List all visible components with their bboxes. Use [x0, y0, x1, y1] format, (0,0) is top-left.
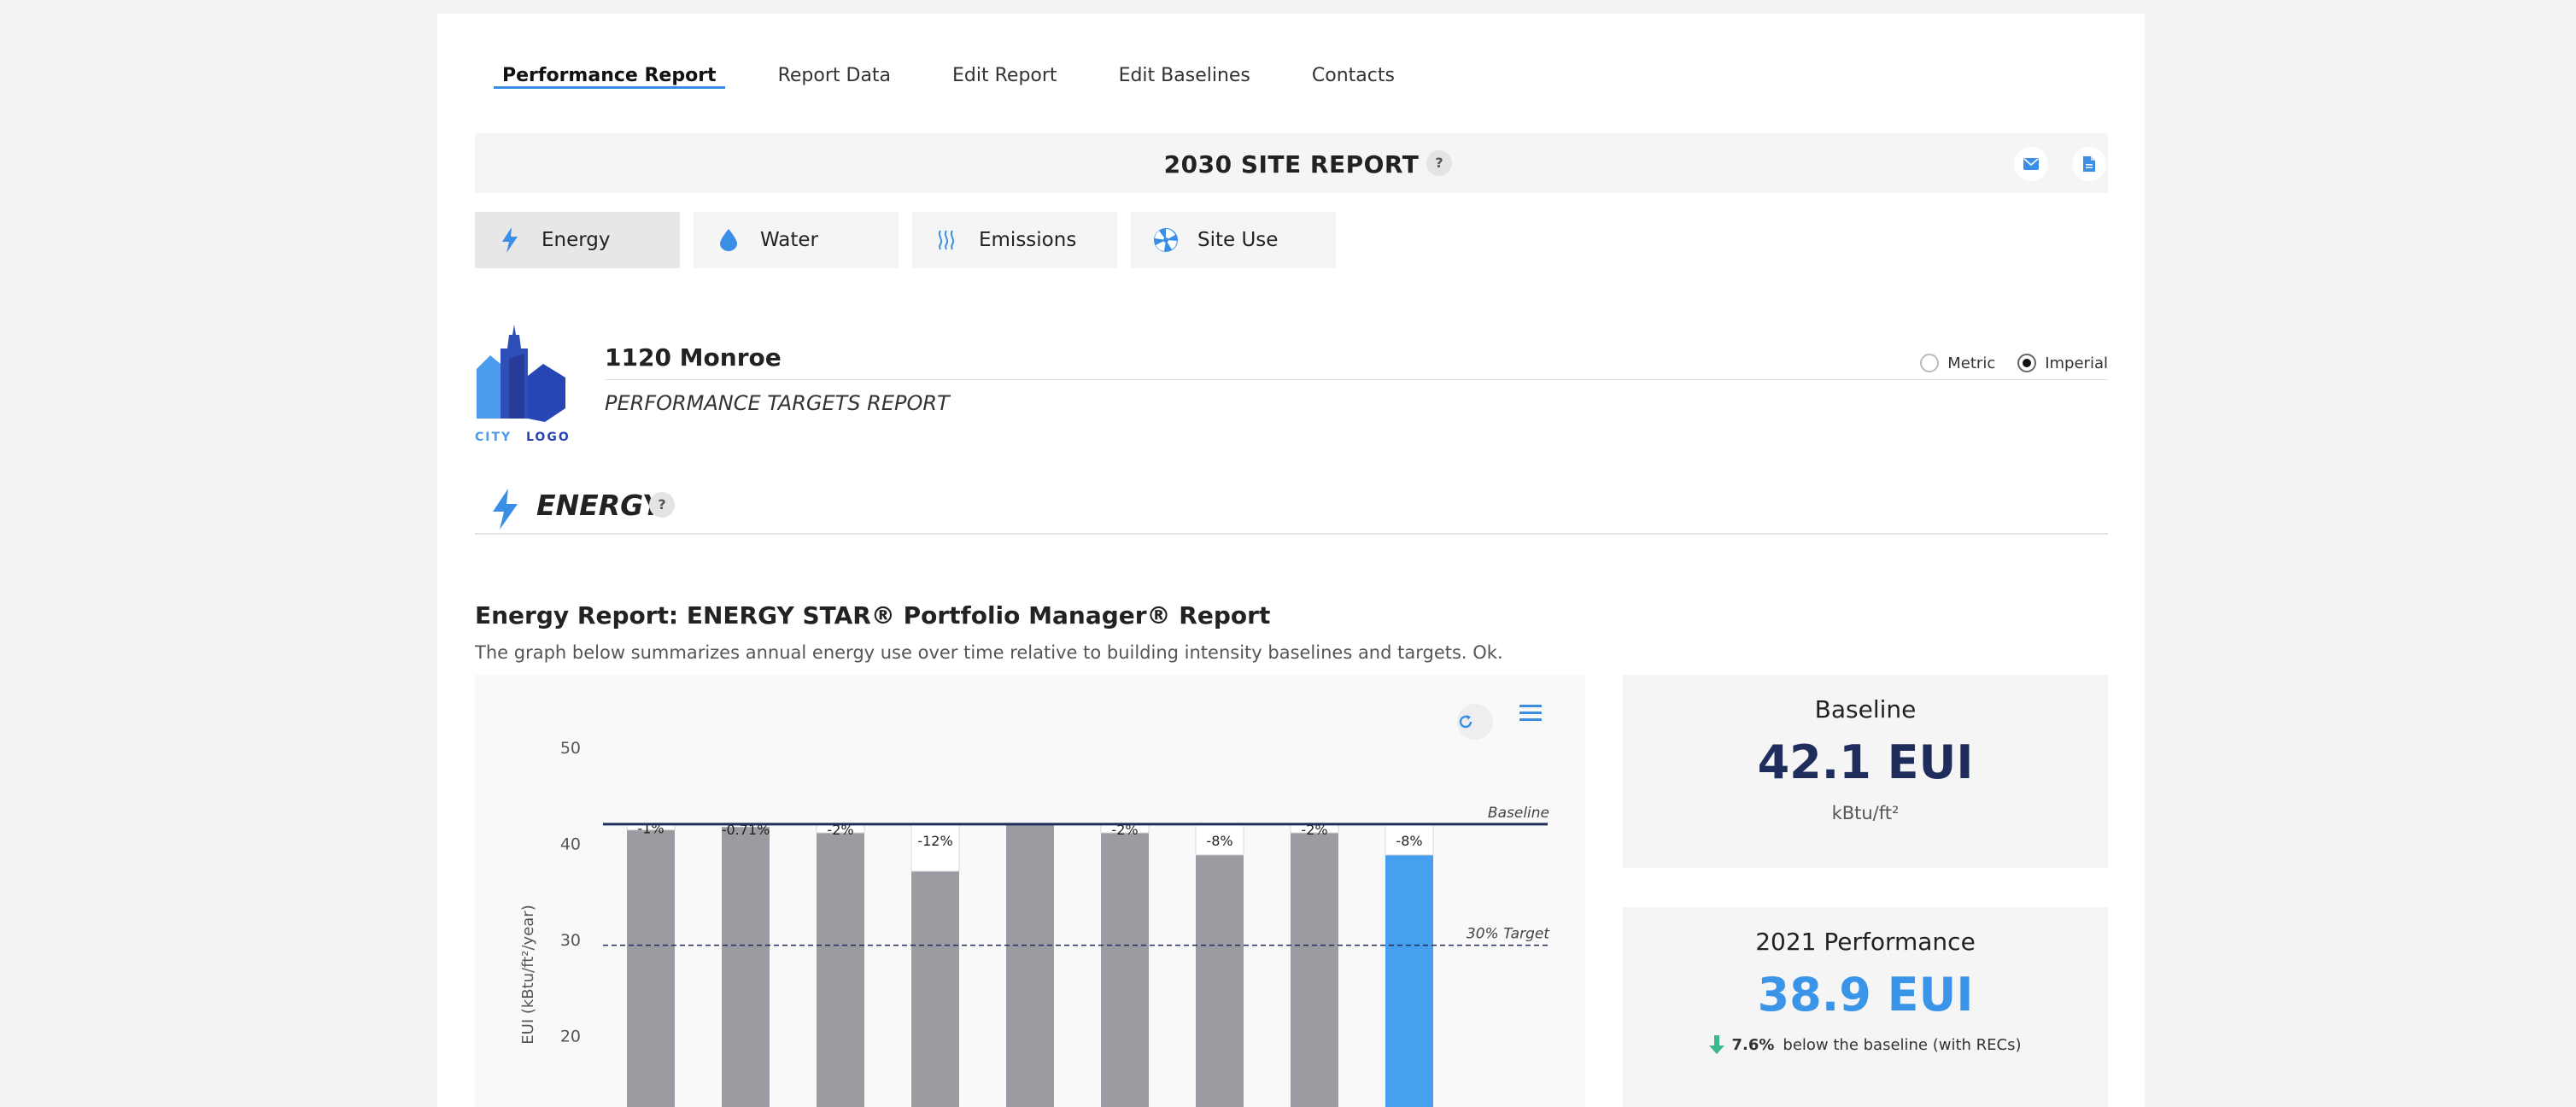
report-tabs: Performance Report Report Data Edit Repo… — [494, 48, 1448, 102]
chart-bar — [911, 871, 959, 1107]
download-report-button[interactable] — [2072, 147, 2106, 181]
y-tick-label: 30 — [560, 931, 581, 950]
performance-note-text: below the baseline (with RECs) — [1783, 1035, 2022, 1054]
menu-icon-bar — [1519, 712, 1542, 714]
performance-percent: 7.6% — [1731, 1035, 1775, 1054]
tab-performance-report[interactable]: Performance Report — [494, 48, 725, 89]
section-divider — [475, 533, 2108, 535]
envelope-icon — [2023, 158, 2039, 170]
baseline-unit: kBtu/ft² — [1831, 803, 1900, 823]
reset-zoom-button[interactable] — [1457, 704, 1493, 740]
y-axis-label: EUI (kBtu/ft²/year) — [519, 905, 537, 1044]
category-label: Water — [760, 229, 818, 251]
unit-toggle: Metric Imperial — [1898, 354, 2108, 372]
report-page: Performance Report Report Data Edit Repo… — [437, 14, 2145, 1107]
bar-data-label: -12% — [917, 833, 952, 849]
baseline-card: Baseline 42.1 EUI kBtu/ft² — [1623, 675, 2108, 868]
section-help-icon[interactable]: ? — [649, 492, 675, 518]
baseline-label: Baseline — [1814, 695, 1917, 723]
chart-bar — [1196, 854, 1244, 1107]
imperial-label: Imperial — [2045, 354, 2108, 372]
imperial-radio[interactable] — [2017, 354, 2037, 372]
y-tick-label: 20 — [560, 1028, 581, 1046]
performance-label: 2021 Performance — [1755, 928, 1976, 956]
report-help-icon[interactable]: ? — [1426, 150, 1452, 176]
bar-data-label: -2% — [827, 822, 853, 838]
tab-edit-report[interactable]: Edit Report — [952, 65, 1057, 86]
metric-label: Metric — [1947, 354, 1996, 372]
menu-icon-bar — [1519, 705, 1542, 707]
category-emissions[interactable]: Emissions — [912, 212, 1117, 268]
energy-report-description: The graph below summarizes annual energy… — [475, 642, 1503, 663]
chart-bar — [817, 833, 864, 1107]
bar-gap-box — [910, 823, 960, 872]
lightning-icon — [502, 227, 518, 253]
logo-word-logo: LOGO — [526, 430, 569, 444]
bar-data-label: -8% — [1396, 833, 1422, 849]
building-subtitle: PERFORMANCE TARGETS REPORT — [605, 391, 950, 415]
emissions-icon — [938, 230, 955, 250]
chart-bar — [722, 827, 770, 1107]
tab-contacts[interactable]: Contacts — [1311, 65, 1395, 86]
water-drop-icon — [720, 229, 737, 251]
performance-card: 2021 Performance 38.9 EUI 7.6% below the… — [1623, 907, 2108, 1107]
report-header-bar: 2030 SITE REPORT ? — [475, 133, 2108, 193]
building-name: 1120 Monroe — [605, 343, 782, 372]
chart-menu-button[interactable] — [1513, 700, 1548, 735]
category-label: Site Use — [1197, 229, 1279, 251]
target-label: 30% Target — [1467, 926, 1550, 943]
document-icon — [2083, 156, 2095, 172]
energy-chart: 20 30 40 50 EUI (kBtu/ft²/year) -1% -0.71% -2% -… — [475, 675, 1585, 1107]
category-label: Emissions — [979, 229, 1077, 251]
chart-bar — [1385, 854, 1433, 1107]
report-title: 2030 SITE REPORT — [1163, 150, 1420, 179]
category-water[interactable]: Water — [694, 212, 899, 268]
bar-data-label: -0.71% — [722, 822, 770, 838]
category-buttons: Energy Water Emissions — [475, 212, 1349, 268]
baseline-label: Baseline — [1488, 805, 1549, 822]
bar-data-label: -8% — [1206, 833, 1232, 849]
performance-note: 7.6% below the baseline (with RECs) — [1623, 1035, 2108, 1054]
bar-gap-box — [1195, 823, 1244, 856]
bar-data-label: -2% — [1111, 822, 1138, 838]
y-tick-label: 40 — [560, 835, 581, 854]
chart-bar — [1291, 833, 1338, 1107]
metric-radio[interactable] — [1920, 354, 1940, 372]
tab-edit-baselines[interactable]: Edit Baselines — [1118, 65, 1250, 86]
chart-bar — [1006, 823, 1054, 1107]
arrow-down-icon — [1709, 1035, 1725, 1054]
section-title: ENERGY — [536, 489, 663, 522]
bar-data-label: -1% — [637, 820, 664, 836]
lightning-icon — [493, 489, 518, 530]
building-divider — [605, 379, 2108, 380]
refresh-icon — [1459, 715, 1472, 729]
city-logo: CITY LOGO — [475, 325, 569, 444]
email-report-button[interactable] — [2014, 147, 2048, 181]
logo-word-city: CITY — [475, 430, 512, 444]
category-energy[interactable]: Energy — [475, 212, 680, 268]
baseline-value: 42.1 EUI — [1757, 735, 1974, 789]
energy-chart-svg: 20 30 40 50 EUI (kBtu/ft²/year) -1% -0.71% -2% -… — [519, 739, 1550, 1107]
energy-report-title: Energy Report: ENERGY STAR® Portfolio Ma… — [475, 601, 1271, 630]
bar-data-label: -2% — [1301, 822, 1327, 838]
chart-bar — [1101, 833, 1149, 1107]
performance-value: 38.9 EUI — [1757, 968, 1974, 1022]
site-use-icon — [1154, 228, 1178, 252]
menu-icon-bar — [1519, 718, 1542, 721]
category-label: Energy — [542, 229, 611, 251]
chart-bar — [627, 829, 675, 1107]
y-tick-label: 50 — [560, 739, 581, 758]
tab-report-data[interactable]: Report Data — [777, 65, 892, 86]
category-site-use[interactable]: Site Use — [1131, 212, 1336, 268]
